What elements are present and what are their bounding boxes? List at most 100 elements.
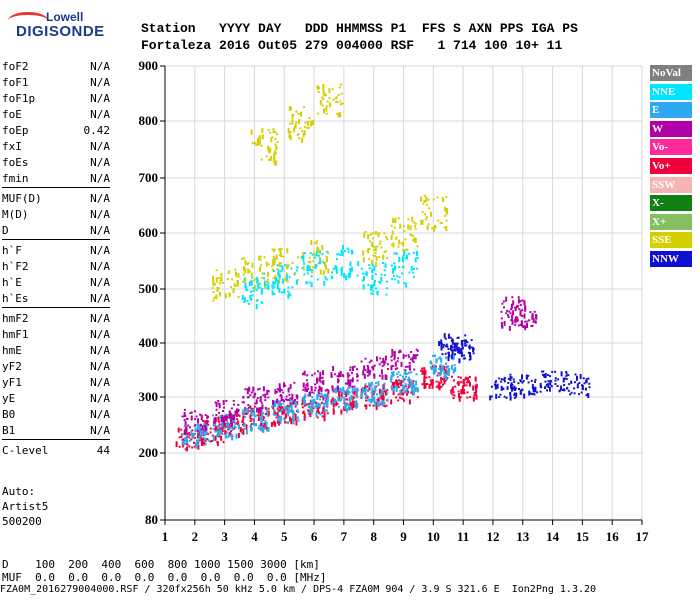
param-divider bbox=[2, 307, 110, 308]
echo-point-w bbox=[533, 310, 536, 313]
echo-point-vo bbox=[398, 379, 400, 382]
echo-point-w bbox=[372, 365, 375, 371]
echo-point-vo bbox=[258, 409, 260, 414]
echo-point-w bbox=[373, 373, 376, 379]
echo-point-sse bbox=[337, 94, 340, 96]
echo-point-w bbox=[221, 416, 223, 422]
echo-point-w bbox=[233, 415, 235, 421]
echo-point-nne bbox=[373, 281, 376, 287]
echo-point-vo bbox=[473, 394, 476, 397]
echo-point-sse bbox=[316, 246, 319, 249]
echo-point-sse bbox=[321, 96, 324, 99]
echo-point-nne bbox=[373, 266, 376, 272]
echo-point-e bbox=[260, 421, 263, 424]
echo-point-w bbox=[314, 383, 317, 386]
echo-point-w bbox=[514, 320, 517, 323]
echo-point-e bbox=[433, 365, 436, 367]
echo-point-nnw bbox=[454, 353, 456, 356]
echo-point-w bbox=[404, 365, 407, 368]
echo-point-sse bbox=[275, 152, 277, 155]
auto-label: Auto: bbox=[2, 485, 36, 498]
echo-point-vo bbox=[233, 427, 236, 430]
echo-point-w bbox=[314, 389, 317, 392]
echo-point-w bbox=[390, 359, 393, 362]
digisonde-logo: Lowell DIGISONDE bbox=[8, 10, 128, 40]
echo-point-e bbox=[372, 397, 375, 399]
echo-point-e bbox=[200, 430, 203, 433]
echo-point-w bbox=[289, 397, 292, 400]
echo-point-e bbox=[293, 402, 296, 405]
echo-point-w bbox=[223, 419, 226, 425]
echo-point-nnw bbox=[453, 346, 456, 349]
echo-point-w bbox=[285, 395, 288, 398]
echo-point-w bbox=[214, 401, 217, 404]
echo-point-sse bbox=[372, 254, 375, 257]
echo-point-sse bbox=[300, 257, 303, 260]
echo-point-nne bbox=[303, 273, 306, 276]
auto-program: Artist5 bbox=[2, 500, 49, 513]
echo-point-vo bbox=[459, 396, 462, 399]
echo-point-sse bbox=[293, 271, 296, 274]
echo-point-vo bbox=[398, 396, 401, 399]
echo-point-e bbox=[234, 426, 237, 429]
param-value: N/A bbox=[90, 408, 110, 421]
echo-point-vo bbox=[402, 392, 405, 395]
echo-point-nnw bbox=[445, 343, 448, 346]
echo-point-vo bbox=[382, 383, 385, 389]
echo-point-vo bbox=[428, 376, 431, 379]
echo-point-nne bbox=[344, 250, 347, 252]
echo-point-e bbox=[411, 387, 414, 390]
echo-point-sse bbox=[312, 260, 315, 263]
echo-point-vo bbox=[364, 392, 367, 395]
echo-point-nne bbox=[281, 278, 284, 284]
echo-point-nnw bbox=[543, 376, 546, 379]
echo-point-e bbox=[323, 402, 326, 408]
echo-point-w bbox=[283, 382, 285, 388]
echo-point-vo bbox=[420, 369, 423, 372]
echo-point-vo bbox=[451, 386, 454, 392]
param-value: 44 bbox=[96, 444, 110, 457]
echo-point-sse bbox=[367, 234, 370, 240]
echo-point-e bbox=[243, 423, 246, 426]
echo-point-w bbox=[517, 324, 520, 327]
echo-point-w bbox=[321, 381, 324, 384]
echo-point-w bbox=[200, 428, 203, 431]
echo-point-nne bbox=[256, 281, 259, 284]
echo-point-w bbox=[516, 319, 519, 322]
echo-point-vo bbox=[213, 421, 216, 427]
echo-point-sse bbox=[445, 196, 448, 199]
echo-point-vo bbox=[428, 383, 431, 389]
echo-point-sse bbox=[340, 83, 343, 86]
echo-point-sse bbox=[372, 237, 374, 240]
echo-point-w bbox=[264, 393, 267, 399]
echo-point-e bbox=[374, 389, 377, 392]
echo-point-sse bbox=[369, 240, 371, 243]
echo-point-w bbox=[514, 318, 517, 321]
echo-point-vo bbox=[469, 375, 471, 378]
y-tick-label: 200 bbox=[139, 445, 159, 460]
echo-point-e bbox=[245, 429, 248, 435]
echo-point-e bbox=[250, 426, 253, 429]
echo-point-w bbox=[503, 306, 505, 309]
echo-point-vo bbox=[435, 380, 438, 383]
echo-point-nnw bbox=[509, 391, 512, 394]
echo-point-nnw bbox=[513, 380, 516, 383]
echo-point-sse bbox=[372, 245, 375, 248]
echo-point-nnw bbox=[513, 396, 516, 399]
echo-point-w bbox=[237, 409, 240, 412]
echo-point-sse bbox=[331, 88, 334, 91]
param-value: N/A bbox=[90, 224, 110, 237]
echo-point-w bbox=[407, 354, 410, 357]
echo-point-sse bbox=[302, 251, 305, 257]
echo-point-vo bbox=[294, 413, 297, 419]
echo-point-e bbox=[386, 392, 389, 395]
echo-point-e bbox=[310, 399, 313, 405]
echo-point-w bbox=[521, 309, 524, 312]
param-name: h`F bbox=[2, 244, 22, 257]
echo-point-sse bbox=[275, 160, 278, 166]
echo-point-sse bbox=[404, 238, 407, 241]
echo-point-vo bbox=[279, 407, 282, 412]
echo-point-vo bbox=[242, 423, 244, 426]
echo-point-sse bbox=[229, 293, 232, 296]
echo-point-e bbox=[339, 399, 342, 402]
